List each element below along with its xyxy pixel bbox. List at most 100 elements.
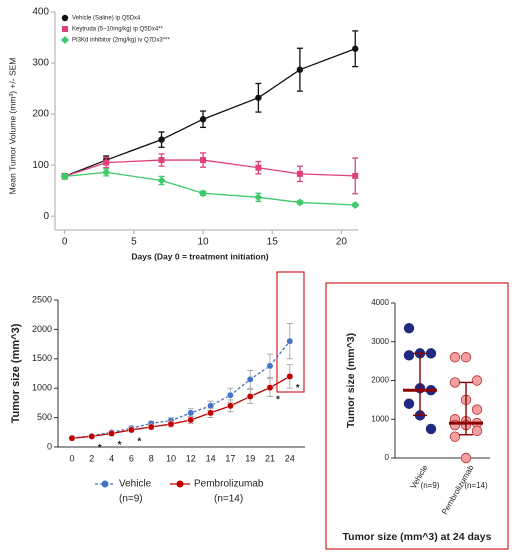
data-point	[199, 116, 207, 123]
data-point	[158, 157, 165, 164]
x-tick-label: 21	[265, 453, 275, 463]
data-point	[266, 384, 274, 392]
y-axis-label: Tumor size (mm^3)	[10, 323, 22, 423]
y-tick-label: 2000	[371, 376, 389, 385]
y-tick-label: 2500	[32, 294, 52, 304]
y-tick-label: 1000	[371, 414, 389, 423]
data-point	[226, 402, 234, 410]
data-point	[403, 398, 415, 409]
data-point	[460, 452, 472, 464]
significance-mark: *	[296, 383, 300, 394]
legend-note: (n=14)	[214, 494, 243, 505]
x-tick-note: (n=9)	[421, 481, 440, 490]
significance-mark: *	[118, 440, 122, 451]
y-tick-label: 0	[385, 453, 390, 462]
data-point	[200, 157, 207, 164]
x-tick-label: 19	[245, 453, 255, 463]
data-point	[255, 94, 262, 101]
legend-marker	[176, 480, 184, 488]
x-tick-label: 10	[197, 237, 209, 248]
panel-frame	[325, 282, 509, 550]
x-tick-note: (n=14)	[464, 481, 488, 490]
x-tick-label: 15	[267, 237, 279, 248]
x-tick-label: 8	[149, 453, 154, 463]
x-tick-label: 17	[225, 453, 235, 463]
data-point	[157, 176, 166, 185]
data-point	[403, 322, 415, 334]
data-point	[286, 372, 294, 380]
legend-label: Vehicle (Saline) ip Q5Dx4	[72, 16, 141, 22]
data-point	[460, 352, 472, 363]
x-tick-label: 0	[69, 453, 74, 463]
data-point	[471, 425, 483, 437]
legend-marker	[101, 480, 109, 488]
data-point	[88, 432, 96, 440]
data-point	[226, 391, 234, 399]
significance-mark: *	[276, 394, 280, 405]
x-tick-label: 14	[206, 453, 216, 463]
legend-label: Keytruda (5~10mg/kg) ip Q5Dx4**	[72, 27, 164, 33]
data-point	[147, 423, 155, 431]
x-tick-label: 2	[89, 453, 94, 463]
data-point	[60, 172, 69, 181]
data-point	[246, 392, 254, 400]
data-point	[187, 416, 195, 424]
data-point	[296, 66, 304, 73]
legend-label: Pembrolizumab	[194, 479, 264, 490]
data-point	[286, 337, 294, 345]
data-point	[449, 377, 461, 388]
data-point	[425, 423, 437, 435]
data-point	[255, 164, 262, 171]
data-point	[246, 375, 254, 383]
y-tick-label: 300	[32, 58, 49, 69]
y-tick-label: 100	[32, 160, 49, 171]
data-point	[103, 159, 110, 166]
x-tick-label: 5	[131, 237, 137, 248]
caption: Tumor size (mm^3) at 24 days	[343, 531, 492, 543]
y-tick-label: 3000	[371, 337, 389, 346]
data-point	[352, 172, 359, 179]
significance-mark: *	[137, 437, 141, 448]
data-point	[158, 136, 165, 143]
data-point	[167, 420, 175, 428]
y-tick-label: 200	[32, 109, 49, 120]
data-point	[296, 170, 303, 177]
x-tick-label: 24	[285, 453, 295, 463]
data-point	[425, 348, 437, 359]
data-point	[187, 409, 195, 417]
y-axis-label: Tumor size (mm^3)	[345, 333, 357, 428]
data-point	[127, 426, 135, 434]
data-point	[254, 193, 263, 202]
data-point	[207, 409, 215, 417]
y-axis-label: Mean Tumor Volume (mm³) +/- SEM	[7, 58, 17, 195]
legend-marker	[62, 26, 68, 32]
legend-marker	[61, 36, 69, 44]
legend-label: PI3Kd inhibitor (2mg/kg) iv Q7Dx3***	[72, 38, 170, 44]
data-point	[266, 362, 274, 370]
data-point	[102, 168, 111, 177]
data-point	[449, 431, 461, 442]
x-tick-label: 10	[166, 453, 176, 463]
highlight-box	[276, 271, 305, 393]
x-tick-label: 12	[186, 453, 196, 463]
x-tick-label: 0	[62, 237, 68, 248]
series-line	[64, 171, 356, 206]
y-tick-label: 0	[47, 441, 52, 451]
x-tick-label: 6	[129, 453, 134, 463]
x-axis-label: Days (Day 0 = treatment initiation)	[131, 251, 268, 261]
significance-mark: *	[98, 443, 102, 454]
data-point	[68, 434, 76, 442]
data-point	[199, 189, 208, 198]
data-point	[449, 352, 461, 363]
y-tick-label: 4000	[371, 298, 389, 307]
legend-marker	[61, 14, 69, 22]
legend-note: (n=9)	[119, 494, 143, 505]
legend-label: Vehicle	[119, 479, 152, 490]
data-point	[351, 200, 360, 209]
y-tick-label: 400	[32, 7, 49, 18]
series-line	[71, 375, 291, 439]
x-tick-label: 20	[336, 237, 348, 248]
x-tick-label: 4	[109, 453, 114, 463]
y-tick-label: 1000	[32, 383, 52, 393]
